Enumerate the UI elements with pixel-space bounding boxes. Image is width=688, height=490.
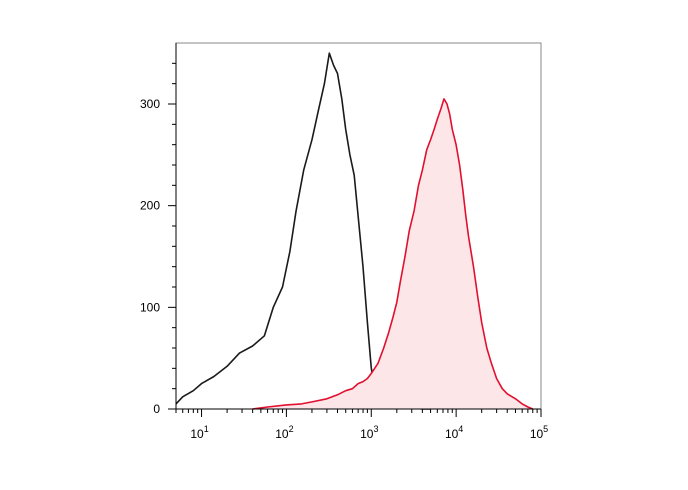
x-tick-label: 103 — [360, 424, 378, 441]
series-1-line — [252, 98, 534, 410]
series-layer — [175, 52, 534, 410]
x-tick-label: 105 — [530, 424, 548, 441]
y-axis-ticks: 0 100 200 300 — [140, 62, 176, 416]
x-tick-label: 104 — [445, 424, 463, 441]
y-tick-label: 100 — [140, 300, 160, 314]
series-1-fill — [252, 98, 533, 410]
y-tick-label: 200 — [140, 199, 160, 213]
x-tick-label: 102 — [275, 424, 293, 441]
y-tick-label: 300 — [140, 97, 160, 111]
x-axis-ticks: 101 102 103 104 105 — [175, 409, 548, 441]
x-tick-label: 101 — [190, 424, 208, 441]
y-tick-label: 0 — [153, 402, 160, 416]
